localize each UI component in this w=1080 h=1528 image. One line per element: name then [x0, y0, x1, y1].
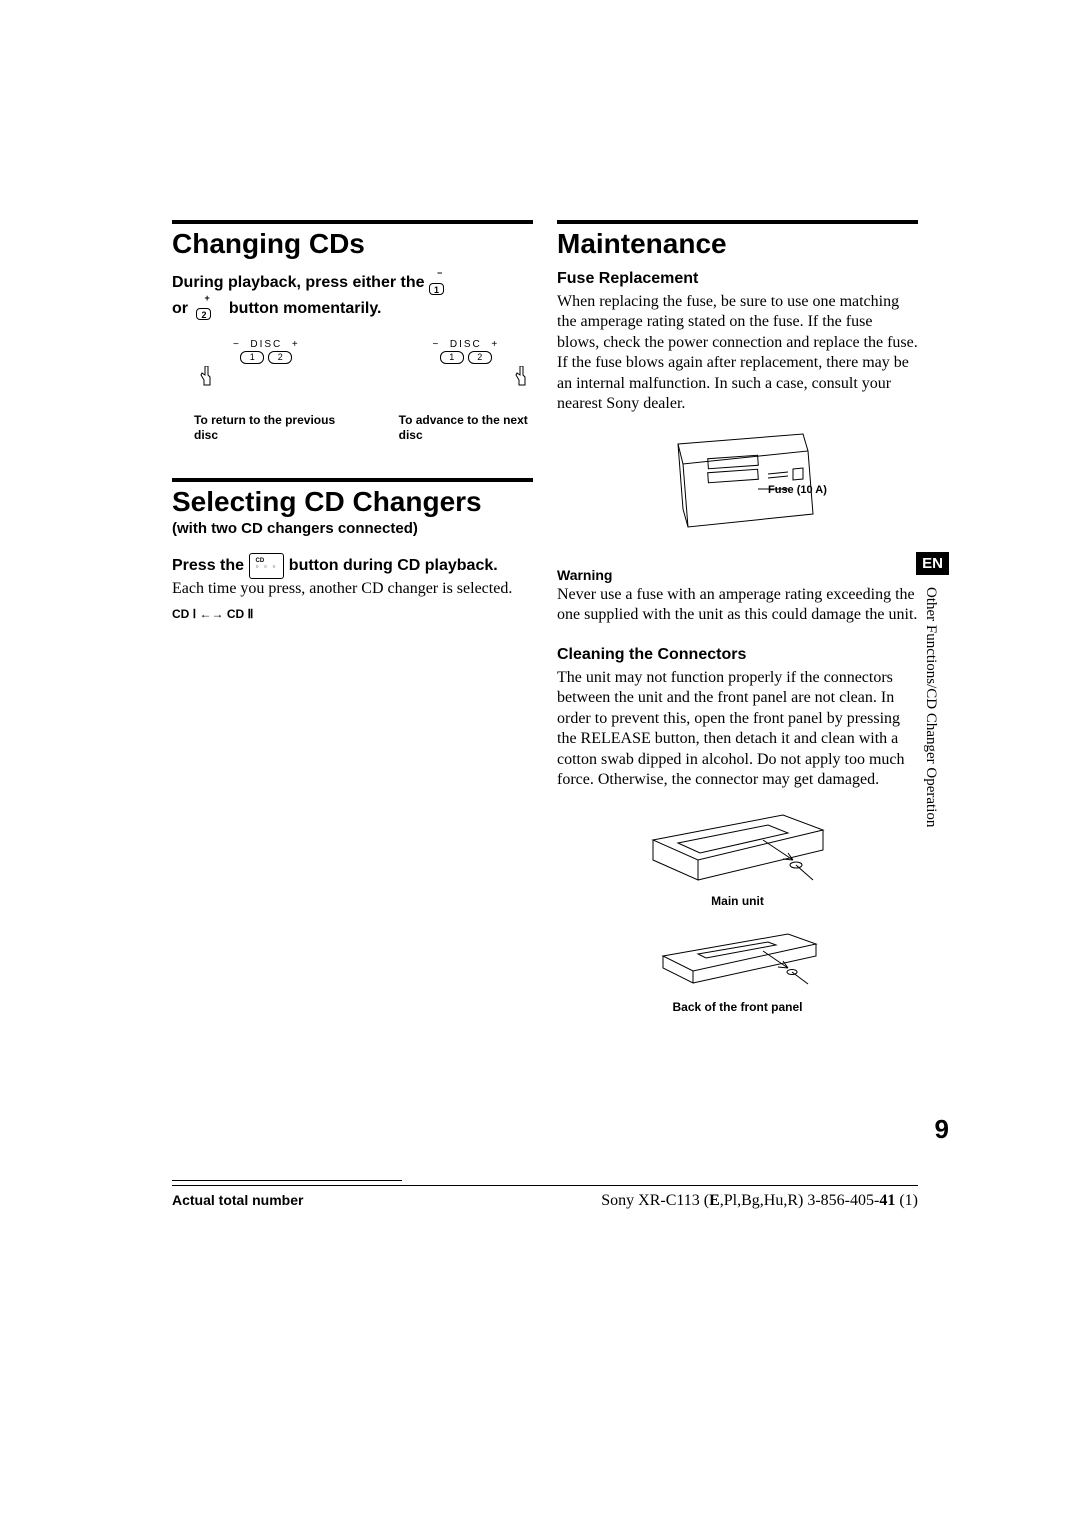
cd-pill-label: CD — [256, 558, 265, 564]
disc-btn-1: 1 — [440, 351, 464, 364]
disc-btn-1: 1 — [240, 351, 264, 364]
disc-top-label: − DISC + — [194, 339, 339, 350]
left-column: Changing CDs During playback, press eith… — [172, 220, 533, 1032]
fuse-diagram: Fuse (10 A) — [557, 429, 918, 549]
footer-model-tail: (1) — [895, 1192, 918, 1209]
instr-text: During playback, press either the — [172, 274, 425, 291]
pill-group-top: − 1 — [429, 276, 453, 290]
footer-left: Actual total number — [172, 1192, 303, 1210]
cleaning-body: The unit may not function properly if th… — [557, 668, 918, 791]
section-title-maintenance: Maintenance — [557, 228, 918, 260]
warning-heading: Warning — [557, 567, 918, 583]
disc-caption-next: To advance to the next disc — [399, 413, 533, 442]
disc-btn-2: 2 — [468, 351, 492, 364]
disc-diagram-prev: − DISC + 1 2 To return to the previous d… — [194, 339, 339, 442]
fuse-body: When replacing the fuse, be sure to use … — [557, 292, 918, 415]
pill-group-bottom: + 2 — [196, 301, 220, 315]
cd-sequence: CD Ⅰ ←→ CD Ⅱ — [172, 607, 533, 621]
section-subtitle: (with two CD changers connected) — [172, 520, 533, 539]
right-column: Maintenance Fuse Replacement When replac… — [557, 220, 918, 1032]
section-tab-label: Other Functions/CD Changer Operation — [922, 587, 939, 827]
footer: Actual total number Sony XR-C113 (E,Pl,B… — [172, 1180, 918, 1210]
footer-model-bold2: 41 — [879, 1192, 895, 1209]
selecting-body: Each time you press, another CD changer … — [172, 579, 533, 599]
cd-button-pill: CD ○ ○ ○ — [249, 553, 285, 579]
footer-rule-long — [172, 1185, 918, 1186]
finger-press-icon — [399, 366, 529, 391]
footer-row: Actual total number Sony XR-C113 (E,Pl,B… — [172, 1192, 918, 1210]
page-content: Changing CDs During playback, press eith… — [172, 220, 918, 1032]
button-2-pill: 2 — [196, 308, 211, 320]
footer-rule-short — [172, 1180, 402, 1181]
section-title-selecting: Selecting CD Changers — [172, 486, 533, 518]
press-before: Press the — [172, 557, 244, 574]
plus-icon: + — [204, 291, 209, 305]
button-1-pill: 1 — [429, 283, 444, 295]
disc-word: DISC — [450, 339, 482, 350]
footer-right: Sony XR-C113 (E,Pl,Bg,Hu,R) 3-856-405-41… — [601, 1192, 918, 1210]
footer-model: Sony XR-C113 ( — [601, 1192, 709, 1209]
main-unit-caption: Main unit — [711, 894, 764, 908]
front-panel-diagram: Back of the front panel — [557, 926, 918, 1014]
press-after: button during CD playback. — [289, 557, 498, 574]
disc-diagram-next: − DISC + 1 2 To advance to the next disc — [399, 339, 533, 442]
disc-word: DISC — [250, 339, 282, 350]
fuse-heading: Fuse Replacement — [557, 270, 918, 288]
disc-buttons: 1 2 — [399, 351, 533, 364]
footer-model-after: ,Pl,Bg,Hu,R) 3-856-405- — [720, 1192, 880, 1209]
side-tab: EN Other Functions/CD Changer Operation — [916, 552, 949, 827]
section-rule — [557, 220, 918, 224]
disc-buttons: 1 2 — [194, 351, 339, 364]
minus-icon: − — [432, 339, 440, 350]
plus-icon: + — [292, 339, 300, 350]
plus-icon: + — [491, 339, 499, 350]
section-title-changing-cds: Changing CDs — [172, 228, 533, 260]
footer-model-bold: E — [709, 1192, 720, 1209]
language-badge: EN — [916, 552, 949, 575]
press-instruction: Press the CD ○ ○ ○ button during CD play… — [172, 553, 533, 579]
section-rule — [172, 220, 533, 224]
cleaning-heading: Cleaning the Connectors — [557, 646, 918, 664]
finger-press-icon — [198, 366, 339, 391]
disc-caption-prev: To return to the previous disc — [194, 413, 339, 442]
instr-or: or — [172, 300, 188, 317]
section-rule — [172, 478, 533, 482]
minus-icon: − — [437, 266, 442, 280]
changing-cds-instruction: During playback, press either the − 1 or… — [172, 270, 533, 321]
disc-btn-2: 2 — [268, 351, 292, 364]
disc-top-label: − DISC + — [399, 339, 533, 350]
front-panel-caption: Back of the front panel — [672, 1000, 802, 1014]
two-column-layout: Changing CDs During playback, press eith… — [172, 220, 918, 1032]
disc-diagram-row: − DISC + 1 2 To return to the previous d… — [194, 339, 533, 442]
instr-after: button momentarily. — [229, 300, 382, 317]
page-number: 9 — [935, 1114, 949, 1145]
minus-icon: − — [233, 339, 241, 350]
warning-body: Never use a fuse with an amperage rating… — [557, 585, 918, 626]
fuse-label: Fuse (10 A) — [768, 484, 827, 496]
main-unit-diagram: Main unit — [557, 805, 918, 908]
